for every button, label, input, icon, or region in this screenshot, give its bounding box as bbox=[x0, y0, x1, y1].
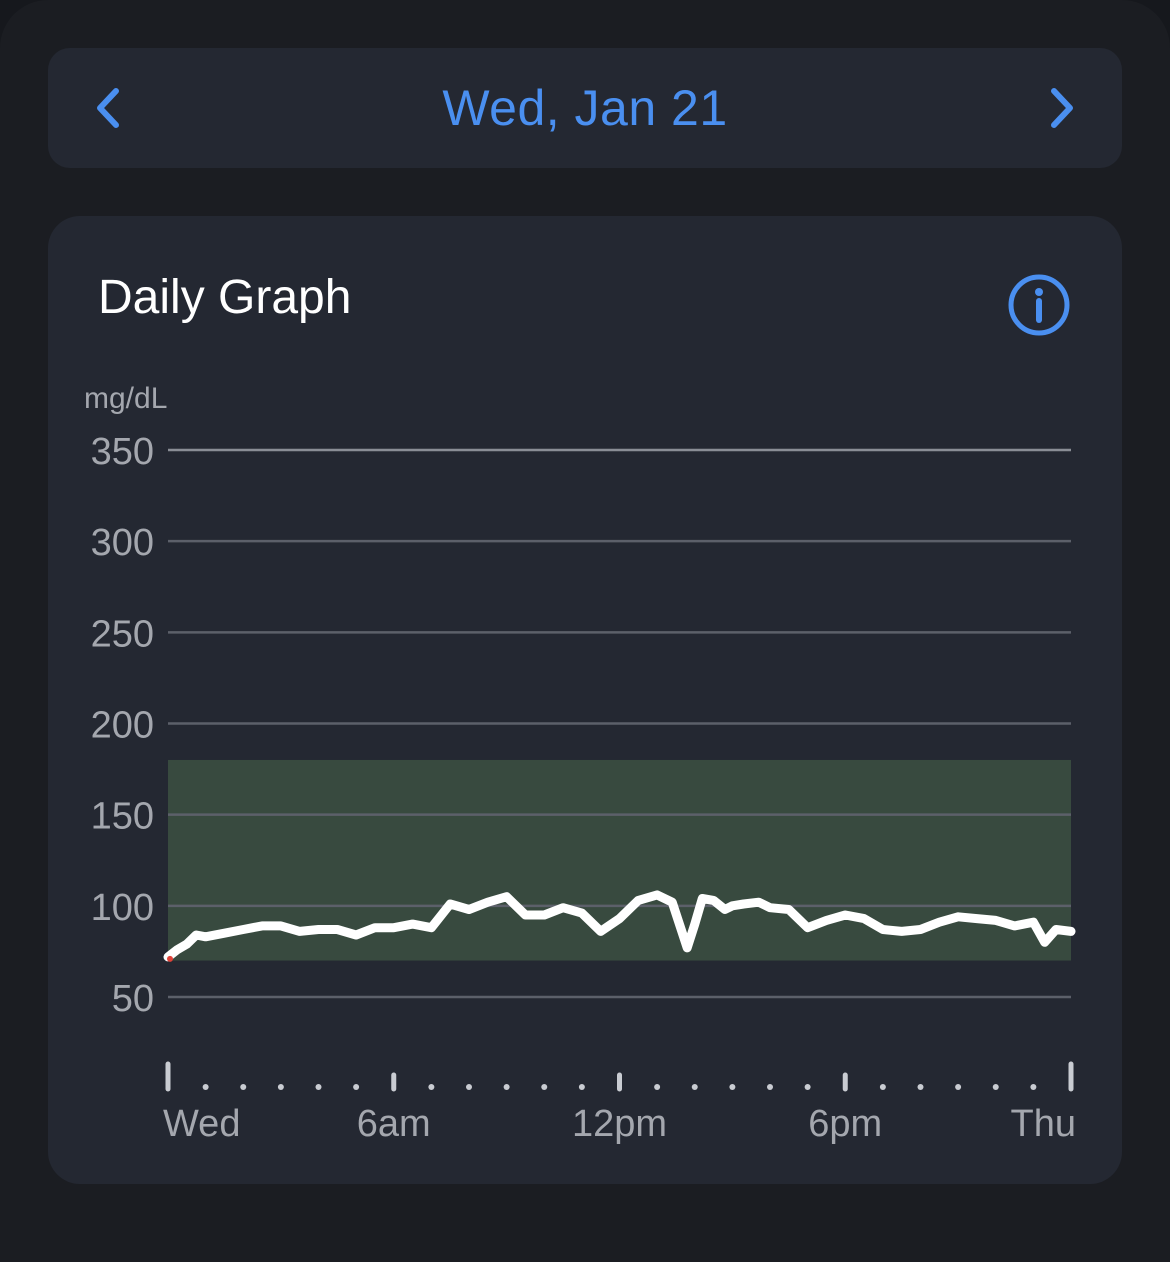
x-tick-label: 6am bbox=[357, 1103, 431, 1145]
x-minor-tick bbox=[541, 1084, 548, 1090]
x-minor-tick bbox=[240, 1084, 247, 1090]
x-minor-tick bbox=[315, 1084, 322, 1090]
current-date[interactable]: Wed, Jan 21 bbox=[442, 80, 728, 136]
info-button[interactable] bbox=[1006, 272, 1072, 338]
y-tick-label: 300 bbox=[91, 522, 154, 564]
x-tick-label: 6pm bbox=[808, 1103, 882, 1145]
date-navigator: Wed, Jan 21 bbox=[48, 48, 1122, 168]
y-tick-label: 350 bbox=[91, 431, 154, 473]
x-minor-tick bbox=[729, 1084, 736, 1090]
low-marker bbox=[167, 955, 173, 962]
x-minor-tick bbox=[202, 1084, 209, 1090]
y-tick-label: 200 bbox=[91, 705, 154, 747]
x-minor-tick bbox=[767, 1084, 773, 1090]
x-minor-tick bbox=[917, 1084, 924, 1090]
x-minor-tick bbox=[955, 1084, 962, 1090]
y-tick-label: 150 bbox=[91, 796, 154, 838]
y-axis-label: mg/dL bbox=[84, 382, 167, 415]
x-minor-tick bbox=[691, 1084, 698, 1090]
daily-graph-card: Daily Graph bbox=[48, 216, 1122, 1184]
x-minor-tick bbox=[804, 1084, 811, 1090]
x-tick-label: Wed bbox=[163, 1103, 240, 1145]
x-minor-tick bbox=[466, 1084, 472, 1090]
next-day-button[interactable] bbox=[1032, 78, 1092, 138]
x-minor-tick bbox=[578, 1084, 585, 1090]
info-icon bbox=[1008, 274, 1070, 336]
previous-day-button[interactable] bbox=[78, 78, 138, 138]
chevron-right-icon bbox=[1051, 88, 1073, 128]
x-minor-tick bbox=[503, 1084, 510, 1090]
glucose-line bbox=[163, 890, 1076, 962]
x-tick-label: Thu bbox=[1011, 1103, 1076, 1145]
y-tick-label: 100 bbox=[91, 887, 154, 929]
x-minor-tick bbox=[654, 1084, 661, 1090]
y-tick-label: 250 bbox=[91, 613, 154, 655]
x-minor-tick bbox=[353, 1084, 360, 1090]
x-minor-tick bbox=[277, 1084, 284, 1090]
x-minor-tick bbox=[428, 1084, 435, 1090]
chevron-left-icon bbox=[97, 88, 119, 128]
x-minor-tick bbox=[879, 1084, 886, 1090]
x-tick-label: 12pm bbox=[572, 1103, 667, 1145]
card-title: Daily Graph bbox=[98, 271, 352, 324]
x-minor-tick bbox=[1030, 1084, 1037, 1090]
x-minor-tick bbox=[992, 1084, 999, 1090]
y-tick-label: 50 bbox=[112, 978, 154, 1020]
